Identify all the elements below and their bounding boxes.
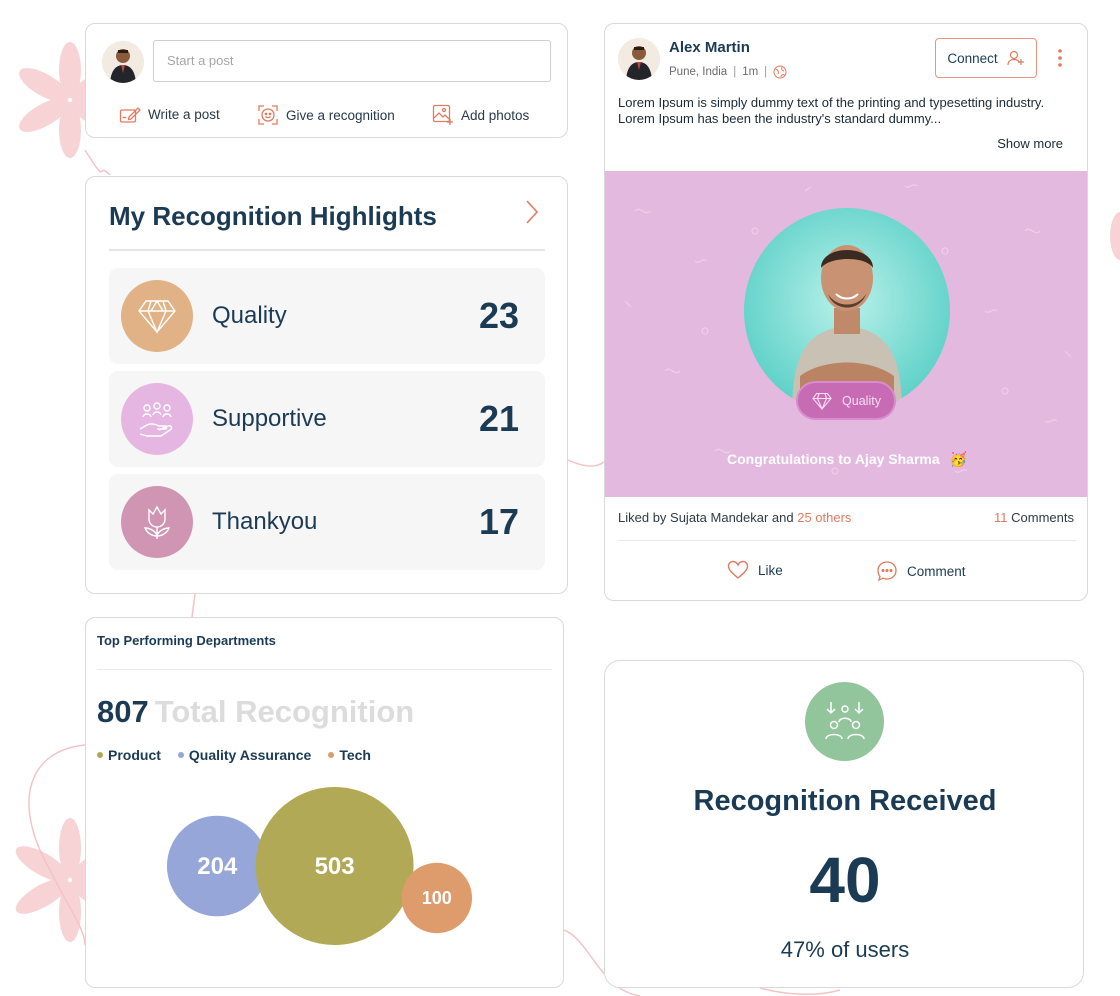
highlight-label: Quality bbox=[212, 302, 287, 329]
liked-by-text: Liked by Sujata Mandekar and bbox=[618, 510, 798, 525]
total-recognition-count: 807 bbox=[97, 694, 149, 729]
team-recognition-icon bbox=[824, 701, 865, 739]
add-photos-label: Add photos bbox=[461, 107, 530, 123]
liked-by-others[interactable]: 25 others bbox=[797, 510, 852, 525]
write-icon bbox=[119, 107, 141, 123]
highlights-title: My Recognition Highlights bbox=[109, 201, 437, 231]
recognition-post-card: Alex Martin Pune, India | 1m | Connect L… bbox=[604, 23, 1088, 601]
comments-count[interactable]: 11 Comments bbox=[994, 510, 1074, 525]
highlight-row-quality[interactable]: Quality 23 bbox=[109, 268, 545, 364]
start-post-input[interactable]: Start a post bbox=[153, 40, 551, 82]
tulip-icon bbox=[143, 505, 171, 539]
legend-item-quality-assurance: Quality Assurance bbox=[177, 747, 312, 763]
bubble-chart: 204 503 100 bbox=[166, 787, 473, 945]
author-name[interactable]: Alex Martin bbox=[669, 39, 750, 56]
highlight-row-thankyou[interactable]: Thankyou 17 bbox=[109, 474, 545, 570]
bubble-tech[interactable] bbox=[401, 862, 473, 934]
diamond-icon bbox=[138, 300, 176, 334]
total-recognition: 807 Total Recognition bbox=[97, 694, 414, 730]
legend-item-product: Product bbox=[97, 747, 161, 763]
connect-button[interactable]: Connect bbox=[935, 38, 1037, 78]
legend-item-tech: Tech bbox=[328, 747, 371, 763]
bubble-value-label: 503 bbox=[315, 853, 355, 880]
recognition-received-card: Recognition Received 40 47% of users bbox=[604, 660, 1084, 988]
highlight-count: 17 bbox=[478, 501, 519, 542]
comments-label: Comments bbox=[1007, 510, 1074, 525]
departments-title: Top Performing Departments bbox=[97, 633, 276, 648]
comment-icon bbox=[877, 561, 897, 582]
meta-separator: | bbox=[733, 66, 737, 78]
post-actions-divider bbox=[618, 540, 1076, 541]
user-avatar[interactable] bbox=[102, 41, 144, 83]
bubble-value-label: 100 bbox=[422, 888, 452, 908]
like-label: Like bbox=[758, 562, 783, 578]
recognition-banner: Quality Congratulations to Ajay Sharma 🥳 bbox=[605, 171, 1087, 497]
highlight-count: 21 bbox=[478, 398, 519, 439]
comment-label: Comment bbox=[907, 563, 966, 579]
show-more-link[interactable]: Show more bbox=[997, 136, 1063, 151]
banner-confetti-pattern bbox=[624, 184, 1072, 475]
legend-label: Product bbox=[108, 747, 161, 763]
post-body: Lorem Ipsum is simply dummy text of the … bbox=[618, 95, 1078, 127]
received-count: 40 bbox=[809, 844, 881, 916]
top-departments-card: Top Performing Departments 807 Total Reco… bbox=[85, 617, 564, 988]
author-avatar[interactable] bbox=[618, 38, 660, 80]
write-post-label: Write a post bbox=[148, 106, 220, 122]
recognition-highlights-card: My Recognition Highlights Quality 23 Sup… bbox=[85, 176, 568, 594]
bubble-value-label: 204 bbox=[197, 853, 238, 880]
congratulations-text: Congratulations to Ajay Sharma 🥳 bbox=[605, 451, 1087, 468]
give-recognition-label: Give a recognition bbox=[286, 107, 395, 123]
comments-number: 11 bbox=[994, 510, 1008, 525]
write-post-button[interactable]: Write a post bbox=[119, 104, 220, 124]
total-recognition-label: Total Recognition bbox=[154, 694, 415, 729]
chevron-right-icon[interactable] bbox=[524, 199, 540, 225]
congratulations-message: Congratulations to Ajay Sharma bbox=[727, 451, 940, 467]
recognition-icon bbox=[258, 105, 278, 125]
received-subtitle: 47% of users bbox=[780, 937, 910, 962]
post-meta: Pune, India | 1m | bbox=[669, 65, 787, 79]
like-button[interactable]: Like bbox=[727, 560, 783, 580]
bubble-quality-assurance[interactable] bbox=[166, 815, 268, 917]
liked-by-summary[interactable]: Liked by Sujata Mandekar and 25 others bbox=[618, 510, 851, 525]
post-composer: Start a post Write a post Give a recogni… bbox=[85, 23, 568, 138]
highlights-divider bbox=[109, 249, 545, 251]
bubble-product[interactable] bbox=[255, 787, 414, 945]
more-options-icon[interactable] bbox=[1057, 48, 1063, 68]
highlight-label: Thankyou bbox=[212, 508, 318, 535]
departments-legend: Product Quality Assurance Tech bbox=[97, 747, 371, 763]
quality-badge bbox=[121, 280, 193, 352]
post-body-line: Lorem Ipsum is simply dummy text of the … bbox=[618, 95, 1045, 110]
meta-separator: | bbox=[764, 66, 768, 78]
author-location: Pune, India bbox=[669, 66, 728, 78]
received-title: Recognition Received bbox=[693, 785, 997, 817]
connect-label: Connect bbox=[947, 50, 998, 66]
give-recognition-button[interactable]: Give a recognition bbox=[257, 104, 395, 126]
thankyou-badge bbox=[121, 486, 193, 558]
post-body-line: Lorem Ipsum has been the industry's stan… bbox=[618, 111, 942, 126]
highlight-row-supportive[interactable]: Supportive 21 bbox=[109, 371, 545, 467]
supportive-badge bbox=[121, 383, 193, 455]
quality-tag: Quality bbox=[796, 381, 896, 420]
diamond-icon bbox=[812, 392, 832, 410]
add-user-icon bbox=[1007, 50, 1024, 66]
helping-hand-icon bbox=[139, 402, 173, 437]
received-badge bbox=[805, 682, 884, 761]
add-photo-icon bbox=[432, 104, 453, 125]
highlight-label: Supportive bbox=[212, 405, 327, 432]
comment-button[interactable]: Comment bbox=[876, 560, 966, 582]
heart-icon bbox=[727, 560, 749, 579]
departments-divider bbox=[97, 669, 552, 670]
add-photos-button[interactable]: Add photos bbox=[432, 104, 529, 126]
legend-label: Quality Assurance bbox=[188, 747, 312, 763]
legend-label: Tech bbox=[339, 747, 371, 763]
highlight-count: 23 bbox=[478, 295, 519, 336]
post-time: 1m bbox=[742, 66, 759, 78]
quality-tag-label: Quality bbox=[842, 393, 881, 408]
party-emoji: 🥳 bbox=[949, 451, 967, 467]
globe-icon bbox=[773, 65, 787, 79]
